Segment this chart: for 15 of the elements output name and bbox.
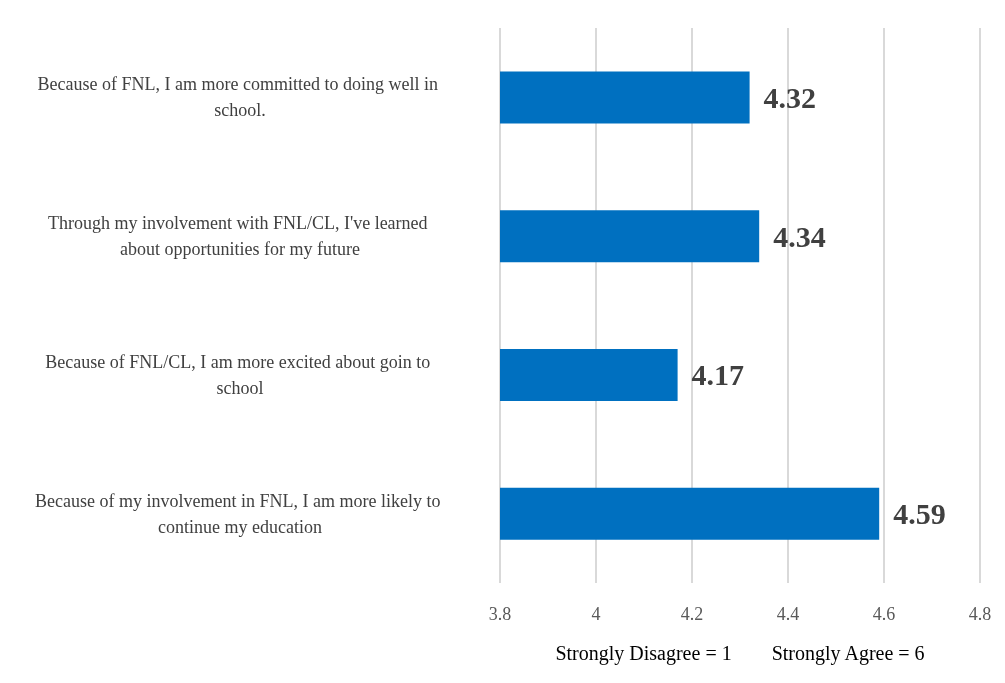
data-label: 4.32	[763, 80, 817, 114]
data-label: 4.59	[893, 497, 946, 531]
x-tick-label: 3.8	[488, 604, 512, 624]
x-tick-label: 4	[591, 604, 601, 624]
x-axis-title: Strongly Disagree = 1 Strongly Agree = 6	[555, 642, 925, 665]
y-tick-label: Because of FNL, I am more committed to doing well in school.	[37, 74, 443, 121]
y-tick-label: Because of my involvement in FNL, I am more likely to continue my education	[35, 490, 445, 537]
y-tick-label: Through my involvement with FNL/CL, I've learned about opportunities for my future	[47, 213, 433, 260]
x-tick-label: 4.8	[968, 604, 992, 624]
data-label: 4.17	[691, 358, 745, 392]
x-tick-label: 4.6	[872, 604, 896, 624]
x-tick-label: 4.4	[776, 604, 800, 624]
x-tick-label: 4.2	[680, 604, 704, 624]
y-tick-label: Because of FNL/CL, I am more excited about goin to school	[45, 351, 435, 398]
data-label: 4.34	[773, 219, 826, 253]
